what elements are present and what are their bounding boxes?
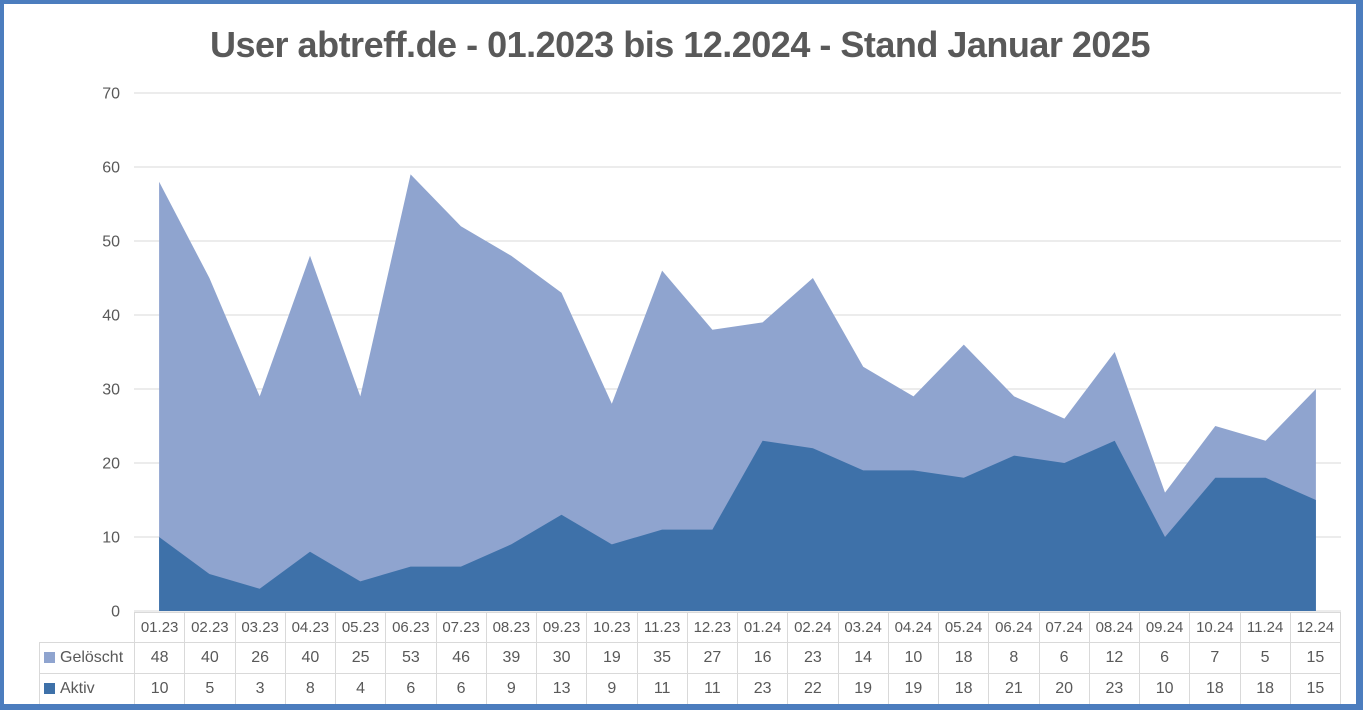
series-label: Gelöscht <box>60 649 124 666</box>
month-label: 02.23 <box>184 612 236 643</box>
series-label: Aktiv <box>60 680 95 697</box>
month-label: 07.23 <box>435 612 487 643</box>
value-cell: 11 <box>686 673 739 704</box>
chart-data-table: 01.23 02.23 03.23 04.23 05.23 06.23 07.23 08.23… <box>39 612 1342 704</box>
month-label: 08.23 <box>485 612 538 643</box>
y-axis-tick-label: 10 <box>102 530 120 547</box>
value-cell: 9 <box>586 673 638 704</box>
value-cell: 8 <box>284 673 337 704</box>
value-cell: 5 <box>1239 642 1291 674</box>
y-axis-tick-label: 40 <box>102 308 120 325</box>
value-cell: 23 <box>736 673 789 704</box>
value-cell: 4 <box>334 673 387 704</box>
value-cell: 26 <box>234 642 286 674</box>
value-cell: 9 <box>485 673 538 704</box>
month-label: 10.24 <box>1189 612 1241 643</box>
value-cell: 15 <box>1289 673 1342 704</box>
month-label: 09.24 <box>1138 612 1191 643</box>
value-cell: 40 <box>284 642 337 674</box>
stacked-area-chart: 0 10 20 30 40 50 60 70 <box>102 86 1341 621</box>
value-cell: 39 <box>485 642 538 674</box>
series-row-geloescht: Gelöscht 48 40 26 40 25 53 46 39 30 19 35 27 16 23 14 10… <box>39 642 1342 674</box>
y-axis-tick-label: 0 <box>111 604 120 621</box>
series-header: Gelöscht <box>39 642 135 674</box>
month-label: 03.23 <box>234 612 286 643</box>
value-cell: 18 <box>937 642 990 674</box>
month-header-row: 01.23 02.23 03.23 04.23 05.23 06.23 07.23 08.23… <box>39 612 1342 643</box>
month-label: 01.23 <box>133 612 186 643</box>
month-label: 05.24 <box>937 612 990 643</box>
month-label: 04.23 <box>284 612 337 643</box>
month-label: 10.23 <box>586 612 638 643</box>
y-axis-tick-label: 50 <box>102 234 120 251</box>
value-cell: 22 <box>787 673 839 704</box>
value-cell: 6 <box>1038 642 1090 674</box>
value-cell: 30 <box>535 642 588 674</box>
value-cell: 21 <box>988 673 1040 704</box>
value-cell: 3 <box>234 673 286 704</box>
series-row-aktiv: Aktiv 10 5 3 8 4 6 6 9 13 9 11 11 23 22 19 19 18 21 20 23 10 1… <box>39 673 1342 704</box>
value-cell: 40 <box>184 642 236 674</box>
value-cell: 18 <box>1239 673 1291 704</box>
area-aktiv <box>159 440 1316 611</box>
value-cell: 18 <box>1189 673 1241 704</box>
value-cell: 10 <box>887 642 940 674</box>
value-cell: 20 <box>1038 673 1090 704</box>
month-label: 03.24 <box>837 612 889 643</box>
month-label: 05.23 <box>334 612 387 643</box>
y-axis-tick-label: 70 <box>102 86 120 103</box>
value-cell: 8 <box>988 642 1040 674</box>
month-label: 06.23 <box>385 612 437 643</box>
y-axis-tick-label: 60 <box>102 160 120 177</box>
value-cell: 6 <box>385 673 437 704</box>
value-cell: 19 <box>837 673 889 704</box>
chart-title: User abtreff.de - 01.2023 bis 12.2024 - … <box>210 24 1150 65</box>
value-cell: 12 <box>1088 642 1141 674</box>
month-label: 04.24 <box>887 612 940 643</box>
value-cell: 6 <box>1138 642 1191 674</box>
value-cell: 25 <box>334 642 387 674</box>
value-cell: 35 <box>636 642 688 674</box>
legend-swatch-icon <box>44 683 55 694</box>
month-label: 09.23 <box>535 612 588 643</box>
month-label: 11.24 <box>1239 612 1291 643</box>
value-cell: 27 <box>686 642 739 674</box>
value-cell: 46 <box>435 642 487 674</box>
value-cell: 18 <box>937 673 990 704</box>
value-cell: 23 <box>1088 673 1141 704</box>
legend-swatch-icon <box>44 652 55 663</box>
value-cell: 13 <box>535 673 588 704</box>
month-label: 02.24 <box>787 612 839 643</box>
value-cell: 6 <box>435 673 487 704</box>
table-corner-cell <box>39 612 135 643</box>
month-label: 12.23 <box>686 612 739 643</box>
value-cell: 11 <box>636 673 688 704</box>
value-cell: 14 <box>837 642 889 674</box>
value-cell: 53 <box>385 642 437 674</box>
value-cell: 7 <box>1189 642 1241 674</box>
month-label: 08.24 <box>1088 612 1141 643</box>
month-label: 11.23 <box>636 612 688 643</box>
month-label: 12.24 <box>1289 612 1342 643</box>
value-cell: 15 <box>1289 642 1342 674</box>
value-cell: 16 <box>736 642 789 674</box>
month-label: 01.24 <box>736 612 789 643</box>
month-label: 06.24 <box>988 612 1040 643</box>
value-cell: 23 <box>787 642 839 674</box>
value-cell: 48 <box>133 642 186 674</box>
value-cell: 5 <box>184 673 236 704</box>
value-cell: 19 <box>887 673 940 704</box>
y-axis-tick-label: 20 <box>102 456 120 473</box>
value-cell: 19 <box>586 642 638 674</box>
series-header: Aktiv <box>39 673 135 704</box>
value-cell: 10 <box>133 673 186 704</box>
y-axis-tick-label: 30 <box>102 382 120 399</box>
month-label: 07.24 <box>1038 612 1090 643</box>
value-cell: 10 <box>1138 673 1191 704</box>
